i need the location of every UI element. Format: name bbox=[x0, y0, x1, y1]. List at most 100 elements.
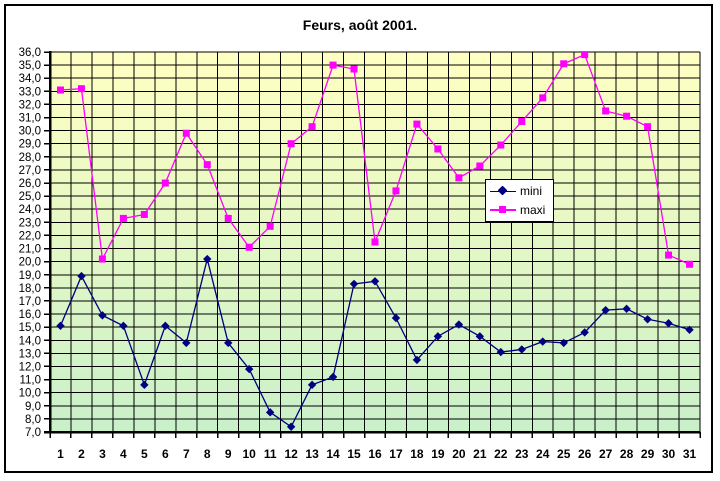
svg-text:22: 22 bbox=[494, 447, 508, 461]
svg-text:20: 20 bbox=[452, 447, 466, 461]
svg-text:18,0: 18,0 bbox=[19, 283, 41, 295]
maxi-marker bbox=[77, 85, 85, 93]
mini-diamond-marker-icon bbox=[497, 185, 508, 196]
svg-text:15: 15 bbox=[347, 447, 361, 461]
maxi-marker bbox=[602, 107, 610, 115]
mini-marker bbox=[391, 313, 401, 323]
svg-text:8: 8 bbox=[204, 447, 211, 461]
svg-text:3: 3 bbox=[99, 447, 106, 461]
svg-text:31,0: 31,0 bbox=[19, 113, 41, 125]
svg-text:27,0: 27,0 bbox=[19, 165, 41, 177]
mini-marker bbox=[412, 355, 422, 365]
mini-marker bbox=[475, 332, 485, 341]
legend: mini maxi bbox=[485, 179, 554, 222]
svg-text:28,0: 28,0 bbox=[19, 152, 41, 164]
maxi-marker bbox=[623, 112, 631, 120]
maxi-marker bbox=[245, 243, 253, 251]
mini-marker bbox=[496, 347, 506, 357]
svg-text:36,0: 36,0 bbox=[19, 47, 41, 59]
maxi-marker bbox=[539, 94, 547, 102]
svg-text:8,0: 8,0 bbox=[25, 414, 41, 426]
mini-series-sample bbox=[490, 185, 516, 196]
svg-text:12: 12 bbox=[284, 447, 298, 461]
maxi-marker bbox=[287, 140, 295, 148]
svg-text:15,0: 15,0 bbox=[19, 322, 41, 334]
chart-title: Feurs, août 2001. bbox=[302, 17, 418, 33]
svg-text:14,0: 14,0 bbox=[19, 335, 41, 347]
svg-text:7,0: 7,0 bbox=[25, 427, 41, 439]
maxi-marker bbox=[581, 51, 589, 59]
svg-text:18: 18 bbox=[410, 447, 424, 461]
mini-marker bbox=[286, 422, 296, 431]
svg-text:2: 2 bbox=[78, 447, 85, 461]
mini-marker bbox=[580, 328, 589, 337]
mini-marker bbox=[664, 319, 673, 328]
svg-text:10,0: 10,0 bbox=[19, 388, 41, 400]
svg-text:7: 7 bbox=[183, 447, 190, 461]
svg-text:19: 19 bbox=[431, 447, 445, 461]
maxi-square-marker-icon bbox=[499, 205, 506, 213]
svg-text:24,0: 24,0 bbox=[19, 204, 41, 216]
svg-text:30: 30 bbox=[662, 447, 676, 461]
svg-text:31: 31 bbox=[683, 447, 697, 461]
legend-item-maxi: maxi bbox=[490, 201, 549, 219]
mini-marker bbox=[538, 337, 547, 346]
maxi-marker bbox=[644, 123, 652, 131]
maxi-marker bbox=[182, 129, 190, 137]
maxi-marker bbox=[119, 214, 127, 222]
svg-text:14: 14 bbox=[326, 447, 340, 461]
maxi-marker bbox=[224, 214, 232, 222]
maxi-marker bbox=[329, 61, 337, 69]
svg-text:29: 29 bbox=[641, 447, 655, 461]
mini-marker bbox=[433, 332, 443, 341]
svg-text:25: 25 bbox=[557, 447, 571, 461]
mini-marker bbox=[244, 364, 254, 374]
mini-marker bbox=[622, 304, 631, 314]
mini-marker bbox=[559, 338, 568, 348]
svg-text:16,0: 16,0 bbox=[19, 309, 41, 321]
svg-text:19,0: 19,0 bbox=[19, 270, 41, 282]
svg-text:26: 26 bbox=[578, 447, 592, 461]
svg-text:9,0: 9,0 bbox=[25, 401, 41, 413]
svg-text:12,0: 12,0 bbox=[19, 361, 41, 373]
svg-text:28: 28 bbox=[620, 447, 634, 461]
maxi-marker bbox=[350, 65, 358, 73]
svg-text:5: 5 bbox=[141, 447, 148, 461]
mini-marker bbox=[517, 345, 526, 354]
svg-text:29,0: 29,0 bbox=[19, 139, 41, 151]
maxi-marker bbox=[434, 145, 442, 153]
maxi-marker bbox=[686, 260, 694, 268]
svg-text:17,0: 17,0 bbox=[19, 296, 41, 308]
svg-text:13: 13 bbox=[305, 447, 319, 461]
svg-text:27: 27 bbox=[599, 447, 613, 461]
svg-text:26,0: 26,0 bbox=[19, 178, 41, 190]
mini-marker bbox=[349, 279, 359, 289]
maxi-marker bbox=[266, 222, 274, 230]
mini-marker bbox=[454, 320, 464, 329]
svg-text:10: 10 bbox=[243, 447, 257, 461]
maxi-marker bbox=[518, 117, 526, 125]
mini-series bbox=[56, 254, 694, 431]
legend-item-mini: mini bbox=[490, 182, 549, 200]
maxi-marker bbox=[308, 123, 316, 131]
svg-text:1: 1 bbox=[57, 447, 64, 461]
mini-marker bbox=[307, 380, 317, 390]
mini-marker bbox=[265, 408, 275, 417]
y-axis-labels: 36,035,034,033,032,0 31,030,029,028,027,0… bbox=[19, 47, 41, 439]
mini-marker bbox=[370, 277, 380, 286]
mini-marker bbox=[601, 305, 610, 315]
legend-label-maxi: maxi bbox=[520, 202, 546, 217]
svg-text:21,0: 21,0 bbox=[19, 244, 41, 256]
svg-text:35,0: 35,0 bbox=[19, 60, 41, 72]
svg-text:32,0: 32,0 bbox=[19, 99, 41, 111]
maxi-marker bbox=[665, 251, 673, 259]
svg-text:30,0: 30,0 bbox=[19, 126, 41, 138]
maxi-marker bbox=[56, 86, 64, 94]
svg-text:17: 17 bbox=[389, 447, 403, 461]
svg-text:33,0: 33,0 bbox=[19, 86, 41, 98]
mini-marker bbox=[161, 321, 170, 331]
svg-text:23: 23 bbox=[515, 447, 529, 461]
svg-text:4: 4 bbox=[120, 447, 127, 461]
